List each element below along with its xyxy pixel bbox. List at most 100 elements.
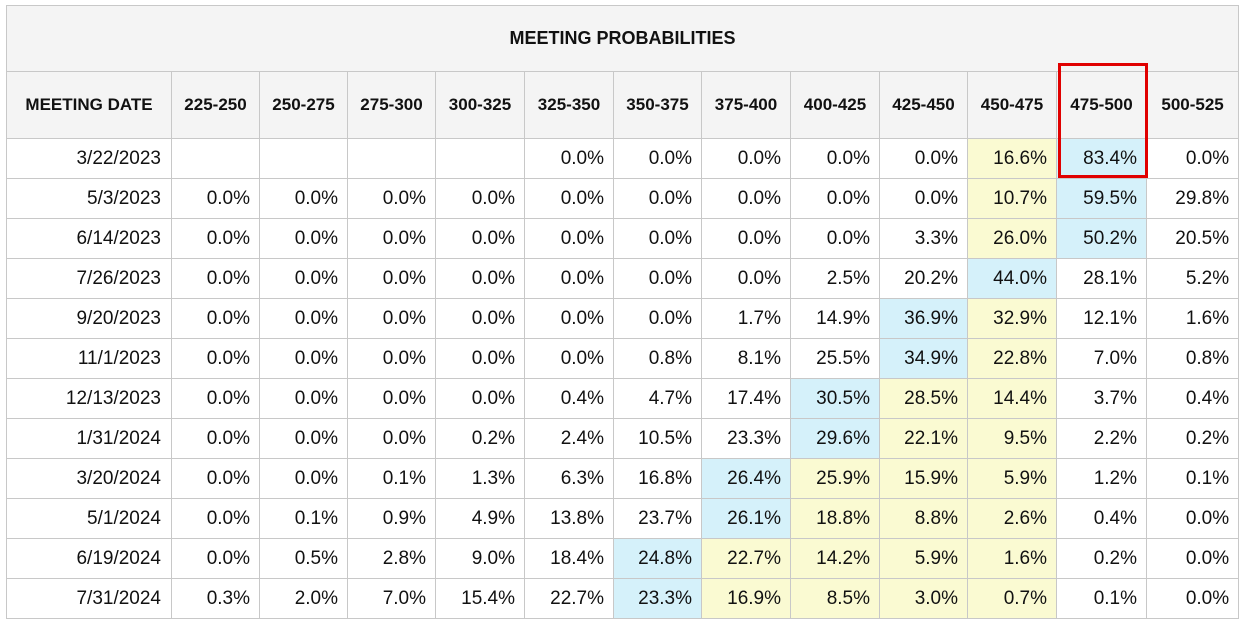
probability-cell: 0.0% — [347, 218, 436, 259]
probability-cell: 3.3% — [879, 218, 968, 259]
probability-cell: 0.0% — [171, 298, 260, 339]
probability-cell: 14.2% — [790, 538, 880, 579]
probability-cell: 0.0% — [259, 218, 348, 259]
probability-cell: 3.7% — [1056, 378, 1147, 419]
probability-cell: 17.4% — [701, 378, 791, 419]
probability-cell: 0.0% — [347, 338, 436, 379]
probability-cell: 0.0% — [524, 338, 614, 379]
meeting-date-cell: 7/31/2024 — [6, 578, 172, 619]
table-row: 1/31/2024 0.0% 0.0% 0.0% 0.2% 2.4% 10.5% 23.3% 2… — [6, 418, 1240, 459]
probability-cell: 0.4% — [524, 378, 614, 419]
probability-cell: 20.5% — [1145, 218, 1240, 259]
probability-cell: 0.0% — [171, 418, 260, 459]
table-row: 11/1/2023 0.0% 0.0% 0.0% 0.0% 0.0% 0.8% 8.1% 25.… — [6, 338, 1240, 379]
probability-cell: 0.0% — [435, 258, 525, 299]
meeting-date-cell: 11/1/2023 — [6, 338, 172, 379]
probability-cell: 0.0% — [613, 298, 702, 339]
probability-cell: 0.8% — [1145, 338, 1240, 379]
probability-cell: 50.2% — [1056, 218, 1147, 259]
probability-cell: 8.8% — [879, 498, 968, 539]
table-row: 9/20/2023 0.0% 0.0% 0.0% 0.0% 0.0% 0.0% 1.7% 14.… — [6, 298, 1240, 339]
probability-cell: 34.9% — [879, 338, 968, 379]
probability-cell: 0.2% — [435, 418, 525, 459]
probability-cell: 0.0% — [524, 258, 614, 299]
probability-cell: 0.0% — [524, 178, 614, 219]
probability-cell: 0.0% — [435, 298, 525, 339]
probability-cell: 23.3% — [613, 578, 702, 619]
probability-cell: 0.0% — [613, 218, 702, 259]
probability-cell: 0.0% — [435, 178, 525, 219]
probability-cell: 0.0% — [171, 258, 260, 299]
probability-cell: 0.1% — [259, 498, 348, 539]
table-row: 6/14/2023 0.0% 0.0% 0.0% 0.0% 0.0% 0.0% 0.0% 0.0… — [6, 218, 1240, 259]
probability-cell: 0.0% — [1145, 538, 1240, 579]
column-header-meeting-date: MEETING DATE — [6, 71, 172, 139]
probability-cell: 7.0% — [1056, 338, 1147, 379]
table-row: 3/22/2023 0.0% 0.0% 0.0% 0.0% 0.0% 16.6% 83.4% 0… — [6, 138, 1240, 179]
header-row: MEETING DATE 225-250 250-275 275-300 300-325… — [6, 71, 1240, 139]
probability-cell: 6.3% — [524, 458, 614, 499]
probability-cell: 0.0% — [790, 178, 880, 219]
probability-cell: 0.2% — [1056, 538, 1147, 579]
probability-cell: 8.1% — [701, 338, 791, 379]
probability-cell: 0.0% — [259, 378, 348, 419]
probability-cell: 0.0% — [435, 218, 525, 259]
table-row: 5/1/2024 0.0% 0.1% 0.9% 4.9% 13.8% 23.7% 26.1% 1… — [6, 498, 1240, 539]
probability-cell: 30.5% — [790, 378, 880, 419]
table-row: 5/3/2023 0.0% 0.0% 0.0% 0.0% 0.0% 0.0% 0.0% 0.0%… — [6, 178, 1240, 219]
probability-cell: 25.5% — [790, 338, 880, 379]
meeting-date-cell: 5/1/2024 — [6, 498, 172, 539]
probability-cell: 0.1% — [1056, 578, 1147, 619]
table-row: 3/20/2024 0.0% 0.0% 0.1% 1.3% 6.3% 16.8% 26.4% 2… — [6, 458, 1240, 499]
probability-cell: 7.0% — [347, 578, 436, 619]
table-row: 7/31/2024 0.3% 2.0% 7.0% 15.4% 22.7% 23.3% 16.9… — [6, 578, 1240, 619]
probability-cell: 4.9% — [435, 498, 525, 539]
probability-cell: 22.7% — [701, 538, 791, 579]
probability-cell: 0.0% — [259, 458, 348, 499]
probability-cell: 1.3% — [435, 458, 525, 499]
probability-cell: 1.7% — [701, 298, 791, 339]
probability-cell: 0.8% — [613, 338, 702, 379]
meeting-date-cell: 12/13/2023 — [6, 378, 172, 419]
probability-cell: 9.5% — [967, 418, 1057, 459]
probability-cell: 0.0% — [171, 498, 260, 539]
probability-cell: 1.2% — [1056, 458, 1147, 499]
probability-cell: 0.0% — [259, 258, 348, 299]
table-row: 12/13/2023 0.0% 0.0% 0.0% 0.0% 0.4% 4.7% 17.4% 3… — [6, 378, 1240, 419]
probability-cell: 36.9% — [879, 298, 968, 339]
probability-cell: 10.5% — [613, 418, 702, 459]
probability-cell: 0.0% — [259, 178, 348, 219]
probability-cell: 2.2% — [1056, 418, 1147, 459]
column-header-350-375: 350-375 — [613, 71, 702, 139]
column-header-275-300: 275-300 — [347, 71, 436, 139]
probability-cell — [259, 138, 348, 179]
column-header-500-525: 500-525 — [1145, 71, 1240, 139]
probability-cell: 0.0% — [347, 378, 436, 419]
probability-cell: 22.7% — [524, 578, 614, 619]
probability-cell: 0.0% — [171, 178, 260, 219]
probability-cell: 28.1% — [1056, 258, 1147, 299]
table-title: MEETING PROBABILITIES — [5, 5, 1240, 72]
probability-cell: 0.1% — [1145, 458, 1240, 499]
column-header-425-450: 425-450 — [879, 71, 968, 139]
probability-cell: 0.0% — [701, 218, 791, 259]
probability-cell: 0.0% — [435, 378, 525, 419]
probability-cell: 0.0% — [524, 298, 614, 339]
probability-cell: 1.6% — [967, 538, 1057, 579]
probability-cell: 20.2% — [879, 258, 968, 299]
column-header-300-325: 300-325 — [435, 71, 525, 139]
meeting-date-cell: 9/20/2023 — [6, 298, 172, 339]
probability-cell: 0.0% — [524, 218, 614, 259]
probability-cell: 0.0% — [347, 178, 436, 219]
probability-cell: 5.2% — [1145, 258, 1240, 299]
probability-cell: 22.1% — [879, 418, 968, 459]
probability-cell: 2.5% — [790, 258, 880, 299]
probability-cell: 5.9% — [967, 458, 1057, 499]
probability-cell: 0.0% — [171, 538, 260, 579]
probability-cell: 0.0% — [435, 338, 525, 379]
probability-cell: 16.6% — [967, 138, 1057, 179]
probability-cell: 26.1% — [701, 498, 791, 539]
table-row: 6/19/2024 0.0% 0.5% 2.8% 9.0% 18.4% 24.8% 22.7%… — [6, 538, 1240, 579]
probability-cell: 0.0% — [879, 178, 968, 219]
probability-cell: 15.9% — [879, 458, 968, 499]
